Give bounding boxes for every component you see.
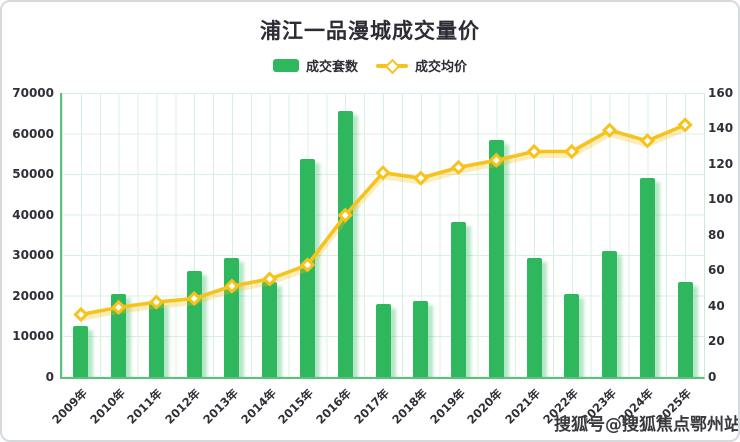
marker-2024年[interactable] — [639, 133, 656, 149]
y-axis-right-tick-40: 40 — [708, 298, 725, 313]
bar-2022年[interactable] — [564, 293, 580, 377]
marker-2018年[interactable] — [413, 170, 429, 186]
marker-2021年[interactable] — [526, 143, 542, 160]
marker-2025年[interactable] — [677, 117, 693, 133]
marker-2017年[interactable] — [375, 165, 391, 181]
bar-2021年[interactable] — [526, 257, 542, 377]
line-series-marker-icon — [376, 58, 408, 74]
y-axis-left-tick-70000: 70000 — [12, 86, 54, 100]
plot-area — [60, 93, 705, 379]
bar-2020年[interactable] — [488, 140, 504, 377]
y-axis-right-tick-60: 60 — [708, 263, 725, 278]
price-line-glow — [77, 125, 689, 321]
marker-2022年[interactable] — [564, 143, 580, 160]
marker-2009年[interactable] — [73, 306, 89, 323]
y-axis-right-tick-160: 160 — [708, 86, 734, 100]
y-axis-right-tick-80: 80 — [708, 227, 725, 242]
line-series-label: 成交均价 — [415, 60, 468, 75]
y-axis-left-tick-60000: 60000 — [12, 126, 54, 141]
marker-2023年[interactable] — [601, 122, 618, 138]
bar-series-swatch-icon — [272, 59, 299, 72]
y-axis-left-tick-10000: 10000 — [12, 329, 54, 343]
bar-2010年[interactable] — [111, 293, 127, 377]
y-axis-right-tick-100: 100 — [708, 192, 734, 207]
bar-series-label: 成交套数 — [305, 60, 358, 75]
y-axis-right-tick-0: 0 — [708, 369, 717, 384]
price-line — [79, 123, 687, 317]
y-axis-right-tick-140: 140 — [708, 121, 734, 136]
bar-2019年[interactable] — [451, 221, 467, 377]
y-axis-left-tick-40000: 40000 — [12, 207, 54, 222]
bar-2024年[interactable] — [639, 178, 655, 377]
bar-2015年[interactable] — [299, 158, 315, 377]
bar-2012年[interactable] — [186, 270, 202, 377]
legend-item-line[interactable]: 成交均价 — [376, 56, 467, 75]
bar-2017年[interactable] — [375, 304, 391, 377]
bar-2014年[interactable] — [262, 281, 278, 377]
marker-2019年[interactable] — [450, 159, 467, 176]
y-axis-right-tick-20: 20 — [708, 334, 725, 349]
legend: 成交套数 成交均价 — [2, 56, 738, 75]
bar-2011年[interactable] — [148, 301, 164, 377]
legend-item-bar[interactable]: 成交套数 — [272, 56, 358, 75]
y-axis-left-tick-20000: 20000 — [12, 288, 54, 303]
y-axis-left-tick-0: 0 — [45, 369, 54, 384]
bar-2025年[interactable] — [677, 282, 693, 377]
chart-title: 浦江一品漫城成交量价 — [260, 19, 480, 43]
y-axis-right-tick-120: 120 — [708, 156, 734, 171]
y-axis-left-tick-30000: 30000 — [12, 248, 54, 262]
bar-2016年[interactable] — [337, 111, 353, 377]
watermark: 搜狐号@搜狐焦点鄂州站 — [554, 415, 740, 435]
y-axis-left-tick-50000: 50000 — [12, 167, 54, 181]
bar-2009年[interactable] — [73, 325, 89, 377]
bar-2013年[interactable] — [224, 258, 240, 377]
bar-2023年[interactable] — [602, 250, 618, 377]
bar-2018年[interactable] — [413, 300, 429, 377]
